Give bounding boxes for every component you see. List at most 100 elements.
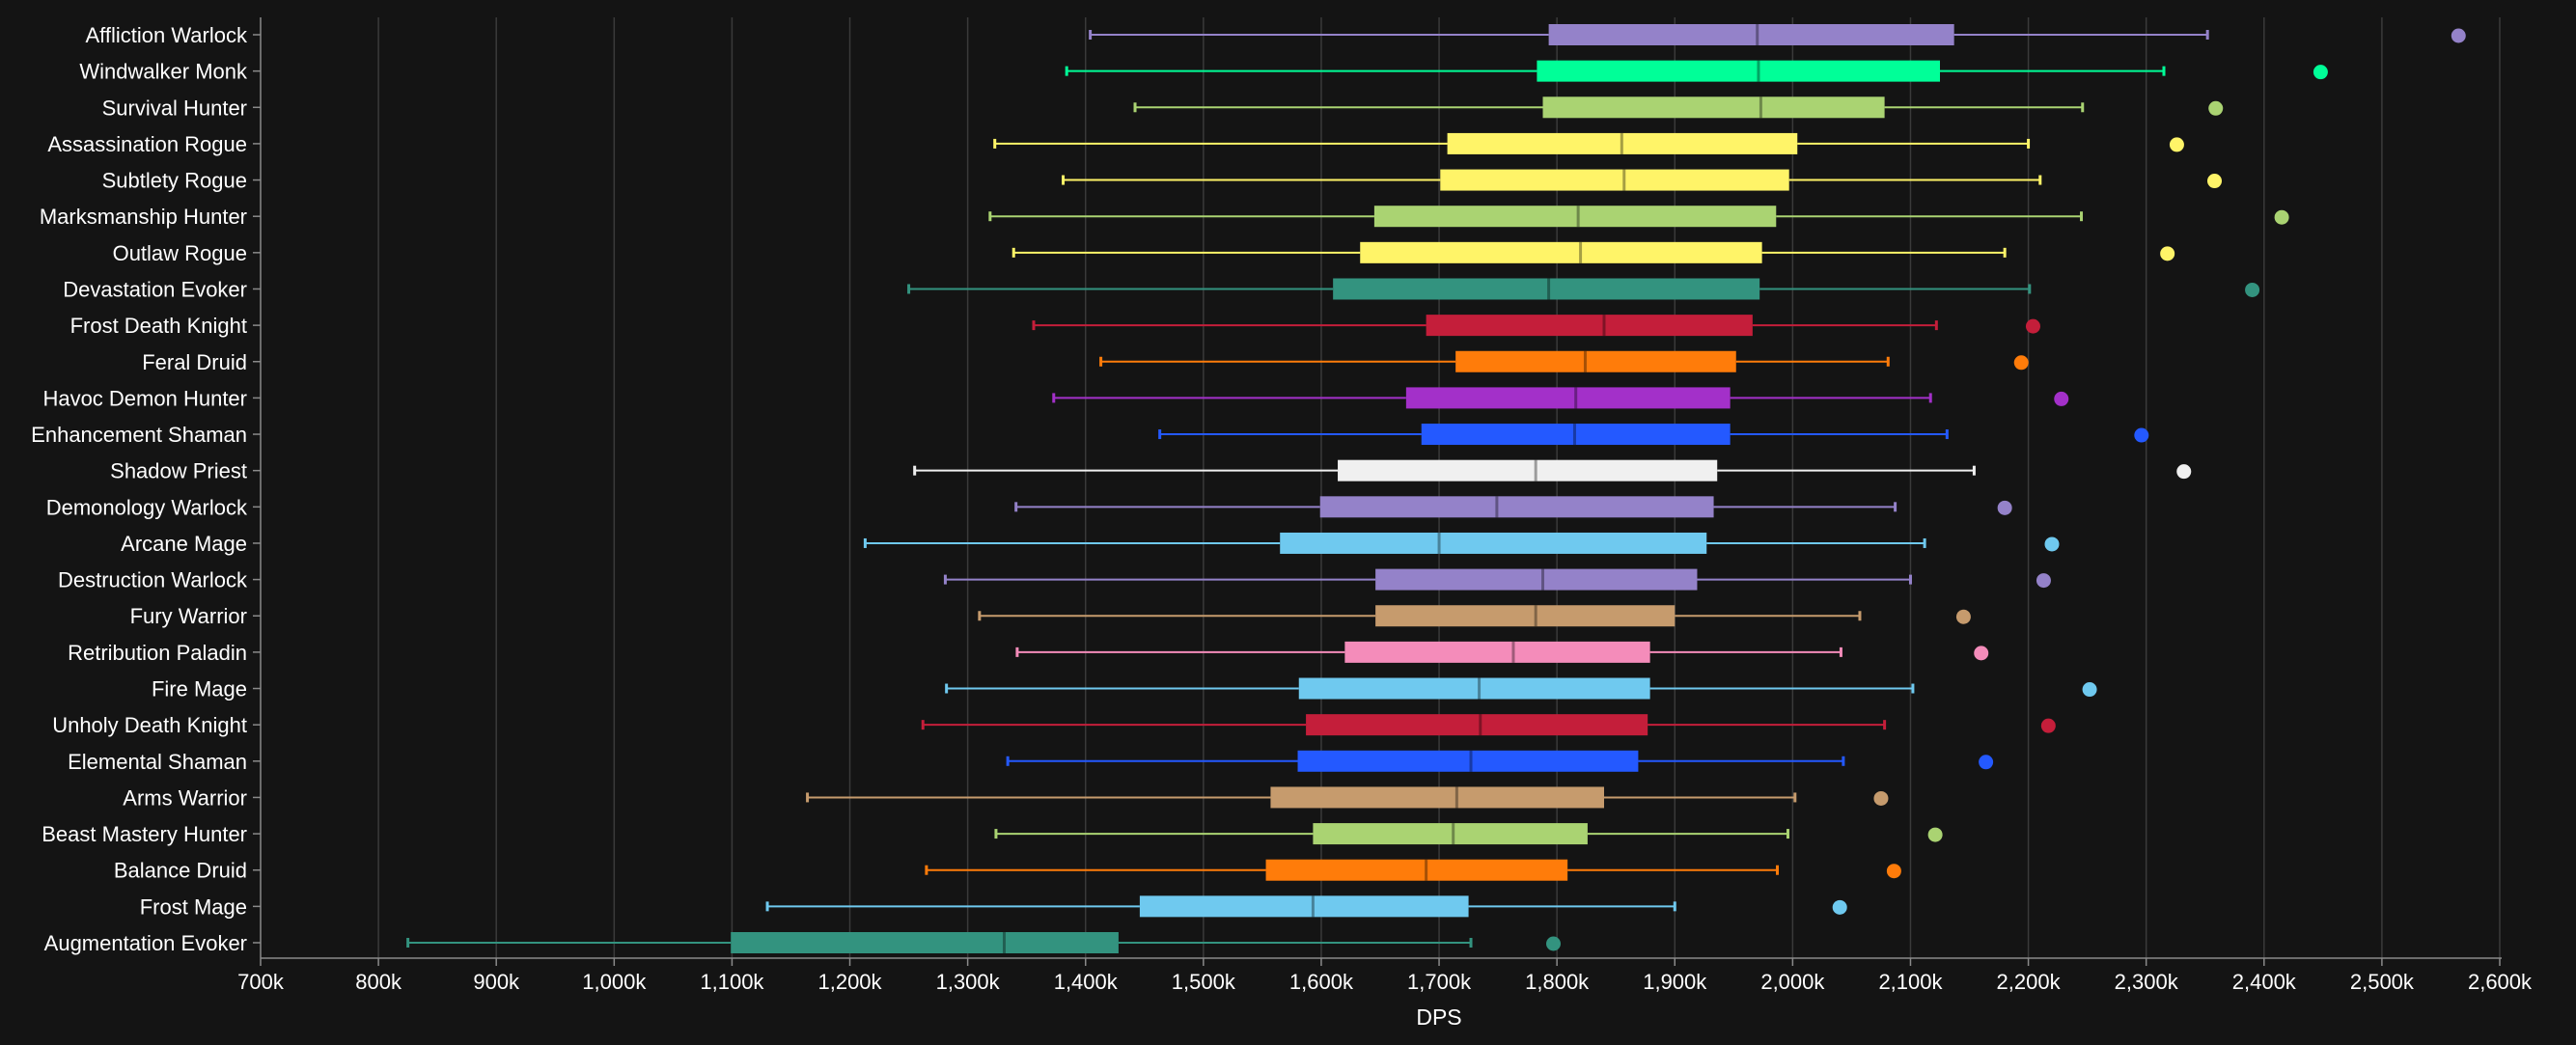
x-tick-label: 1,300k	[936, 970, 1001, 994]
outlier-point	[1927, 827, 1943, 842]
box-row	[765, 895, 1847, 918]
x-tick-label: 1,400k	[1054, 970, 1119, 994]
box-row	[1052, 387, 2069, 409]
x-tick-label: 2,000k	[1760, 970, 1825, 994]
outlier-point	[1832, 899, 1847, 915]
category-label: Devastation Evoker	[63, 277, 247, 301]
outlier-point	[2036, 573, 2051, 589]
outlier-point	[2207, 174, 2223, 189]
x-tick-label: 1,700k	[1407, 970, 1472, 994]
outlier-point	[2451, 28, 2466, 43]
x-tick-label: 700k	[237, 970, 285, 994]
category-label: Shadow Priest	[110, 459, 247, 483]
x-tick-label: 2,300k	[2115, 970, 2179, 994]
x-axis-title: DPS	[1416, 1004, 1461, 1030]
outlier-point	[1955, 609, 1971, 624]
x-tick-label: 2,400k	[2232, 970, 2297, 994]
category-label: Fire Mage	[152, 677, 247, 701]
category-label: Outlaw Rogue	[113, 241, 247, 265]
iqr-box	[1338, 459, 1718, 481]
box-row	[1011, 241, 2175, 263]
category-label: Retribution Paladin	[68, 641, 247, 665]
box-row	[1099, 350, 2029, 372]
x-tick-label: 1,100k	[700, 970, 764, 994]
box-row	[921, 714, 2056, 736]
iqr-box	[1360, 241, 1762, 263]
category-label: Elemental Shaman	[68, 750, 247, 774]
category-label: Subtlety Rogue	[102, 169, 247, 193]
box-row	[913, 459, 2192, 481]
iqr-box	[1537, 60, 1940, 82]
box-row	[1089, 24, 2466, 45]
box-row	[1065, 60, 2328, 82]
box-row	[1062, 169, 2223, 191]
x-tick-label: 2,200k	[1997, 970, 2062, 994]
category-label: Arms Warrior	[123, 785, 247, 810]
iqr-box	[1455, 350, 1736, 372]
x-tick-label: 2,500k	[2350, 970, 2415, 994]
category-label: Augmentation Evoker	[44, 931, 247, 955]
iqr-box	[1270, 786, 1604, 809]
outlier-point	[2040, 718, 2056, 733]
outlier-point	[1997, 500, 2012, 515]
category-label: Affliction Warlock	[86, 23, 248, 47]
iqr-box	[1313, 823, 1588, 845]
category-label: Beast Mastery Hunter	[42, 822, 247, 846]
box-row	[907, 278, 2260, 300]
box-row	[1032, 315, 2040, 337]
x-tick-label: 900k	[473, 970, 520, 994]
box-row	[806, 786, 1889, 809]
iqr-box	[1344, 641, 1650, 663]
iqr-box	[1426, 315, 1753, 337]
iqr-box	[1447, 132, 1798, 154]
iqr-box	[1542, 96, 1885, 119]
axes: 700k 800k 900k 1,000k 1,100k 1,200k 1,300k 1,40…	[31, 17, 2533, 994]
outlier-point	[1974, 646, 1989, 661]
outlier-point	[2274, 209, 2289, 225]
box-row	[1014, 496, 2012, 518]
outlier-point	[2245, 282, 2260, 297]
category-label: Feral Druid	[142, 350, 247, 374]
outlier-point	[2208, 100, 2224, 116]
iqr-box	[1548, 24, 1954, 45]
outlier-point	[1886, 864, 1901, 879]
outlier-point	[2169, 137, 2184, 152]
category-label: Enhancement Shaman	[31, 423, 247, 447]
box-row	[988, 206, 2289, 228]
iqr-box	[1280, 532, 1707, 554]
x-tick-label: 1,000k	[582, 970, 647, 994]
category-label: Havoc Demon Hunter	[42, 386, 247, 410]
outlier-point	[1873, 790, 1889, 806]
box-row	[1015, 641, 1989, 663]
category-label: Unholy Death Knight	[52, 713, 247, 737]
x-tick-label: 2,100k	[1878, 970, 1943, 994]
iqr-box	[1319, 496, 1714, 518]
iqr-box	[1333, 278, 1760, 300]
category-label: Destruction Warlock	[58, 568, 248, 592]
box-row	[406, 932, 1561, 953]
outlier-point	[2054, 391, 2069, 406]
outlier-point	[2134, 427, 2149, 443]
outlier-point	[1979, 755, 1994, 770]
x-tick-label: 800k	[355, 970, 402, 994]
plot-area	[406, 24, 2466, 953]
outlier-point	[2176, 464, 2192, 480]
box-row	[1133, 96, 2224, 119]
iqr-box	[1297, 750, 1639, 772]
iqr-box	[1375, 568, 1698, 591]
iqr-box	[1421, 424, 1731, 446]
iqr-box	[1265, 859, 1568, 881]
category-label: Assassination Rogue	[47, 132, 247, 156]
category-label: Fury Warrior	[130, 604, 247, 628]
box-row	[994, 823, 1943, 845]
box-row	[1158, 424, 2149, 446]
box-row	[863, 532, 2060, 554]
outlier-point	[1545, 936, 1561, 951]
category-label: Marksmanship Hunter	[40, 205, 247, 229]
category-label: Arcane Mage	[121, 532, 247, 556]
outlier-point	[2044, 536, 2060, 552]
outlier-point	[2013, 355, 2029, 371]
outlier-point	[2160, 246, 2175, 261]
